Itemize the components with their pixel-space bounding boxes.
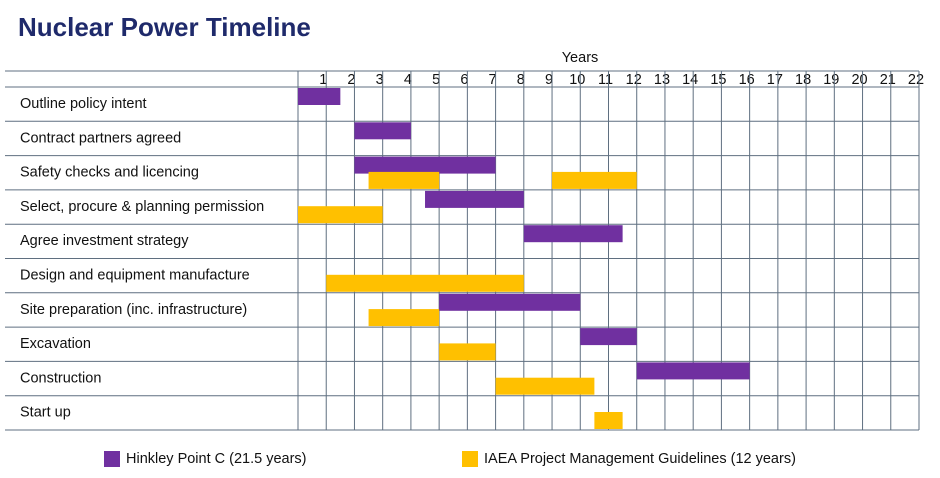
x-tick-label: 17 [767, 72, 783, 88]
bar [580, 328, 637, 346]
bar [523, 225, 623, 243]
x-axis-label: Years [562, 50, 599, 66]
x-tick-label: 18 [795, 72, 811, 88]
bar [439, 343, 496, 361]
x-tick-label: 16 [739, 72, 755, 88]
x-tick-label: 15 [710, 72, 726, 88]
row-label: Site preparation (inc. infrastructure) [20, 302, 247, 318]
bar [594, 412, 623, 429]
x-tick-label: 9 [545, 72, 553, 88]
x-tick-label: 10 [569, 72, 585, 88]
x-tick-label: 12 [626, 72, 642, 88]
x-tick-label: 11 [598, 72, 613, 88]
legend-label: Hinkley Point C (21.5 years) [126, 451, 307, 467]
x-tick-label: 19 [823, 72, 839, 88]
row-label: Start up [20, 405, 71, 421]
bar [368, 309, 440, 327]
bar [354, 156, 496, 174]
bar [552, 171, 637, 189]
x-tick-label: 1 [319, 72, 327, 88]
legend-label: IAEA Project Management Guidelines (12 y… [484, 451, 796, 467]
bar [495, 377, 595, 395]
row-label: Design and equipment manufacture [20, 267, 250, 283]
row-label: Contract partners agreed [20, 130, 181, 146]
row-label: Safety checks and licencing [20, 165, 199, 181]
x-tick-label: 2 [347, 72, 355, 88]
x-tick-label: 22 [908, 72, 924, 88]
legend-swatch [462, 451, 478, 467]
bar [368, 171, 440, 189]
x-tick-label: 4 [404, 72, 412, 88]
bar [636, 362, 750, 380]
x-tick-label: 13 [654, 72, 670, 88]
bar [326, 274, 524, 292]
chart-title: Nuclear Power Timeline [18, 12, 311, 42]
x-tick-label: 21 [880, 72, 896, 88]
row-label: Agree investment strategy [20, 233, 189, 249]
bar [354, 122, 411, 140]
row-label: Select, procure & planning permission [20, 199, 264, 215]
row-label: Excavation [20, 336, 91, 352]
x-tick-label: 7 [489, 72, 497, 88]
x-tick-label: 5 [432, 72, 440, 88]
x-tick-label: 8 [517, 72, 525, 88]
bar [298, 206, 383, 224]
bar [298, 88, 341, 105]
x-tick-label: 14 [682, 72, 698, 88]
x-tick-label: 3 [376, 72, 384, 88]
legend-swatch [104, 451, 120, 467]
row-label: Outline policy intent [20, 96, 147, 112]
x-tick-label: 20 [851, 72, 867, 88]
bar [425, 190, 524, 208]
x-tick-label: 6 [460, 72, 468, 88]
row-label: Construction [20, 370, 101, 386]
bar [439, 293, 581, 311]
